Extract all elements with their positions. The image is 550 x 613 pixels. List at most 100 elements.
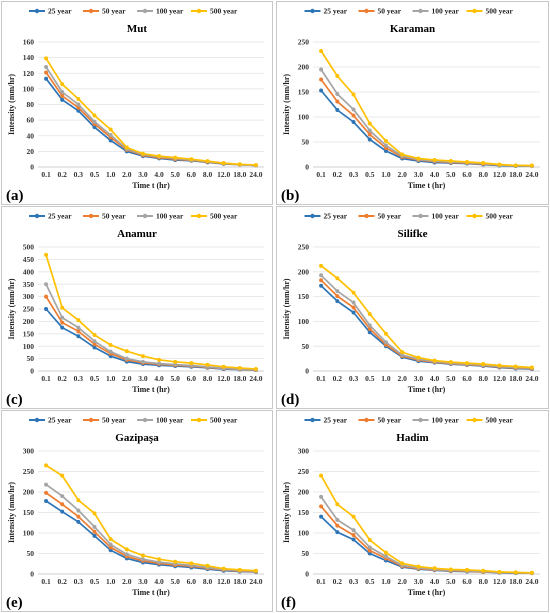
- x-tick-label: 0.5: [90, 374, 100, 383]
- y-tick-label: 150: [298, 88, 310, 97]
- data-point: [124, 145, 129, 150]
- data-point: [44, 482, 49, 487]
- data-point: [529, 570, 534, 575]
- x-tick-label: 18.0: [509, 374, 522, 383]
- data-point: [44, 307, 49, 311]
- y-tick-label: 200: [298, 267, 310, 276]
- y-axis-label: Intensity (mm/hr): [7, 482, 16, 543]
- legend-label-2: 100 year: [432, 212, 460, 221]
- x-tick-label: 1.0: [381, 374, 391, 383]
- chart-title: Anamur: [117, 228, 157, 240]
- data-point: [92, 345, 97, 350]
- legend-label-1: 50 year: [102, 212, 126, 221]
- data-point: [367, 132, 372, 137]
- x-tick-label: 0.2: [333, 577, 343, 586]
- legend-marker-3: [196, 8, 202, 14]
- y-tick-label: 150: [23, 329, 35, 338]
- x-axis-label: Time t (hr): [408, 385, 446, 394]
- data-point: [448, 159, 453, 163]
- data-point: [60, 82, 65, 87]
- legend-marker-2: [418, 213, 423, 219]
- x-tick-label: 3.0: [138, 170, 148, 179]
- data-point: [92, 339, 97, 344]
- data-point: [351, 537, 356, 542]
- legend-label-0: 25 year: [48, 212, 72, 221]
- x-tick-label: 24.0: [249, 577, 262, 586]
- series-line-100-year: [45, 283, 256, 371]
- data-point: [60, 320, 65, 325]
- x-tick-label: 0.2: [333, 374, 343, 383]
- y-tick-label: 80: [27, 100, 35, 109]
- legend-marker-0: [310, 8, 315, 14]
- x-tick-label: 24.0: [249, 374, 262, 383]
- data-point: [432, 566, 437, 571]
- data-point: [319, 283, 324, 288]
- x-tick-label: 4.0: [430, 374, 440, 383]
- y-tick-label: 0: [30, 570, 34, 579]
- y-tick-label: 120: [23, 69, 35, 78]
- legend: 25 year 50 year 100 year 500 year: [304, 212, 513, 221]
- legend-marker-2: [418, 417, 423, 423]
- x-tick-label: 24.0: [525, 577, 538, 586]
- data-point: [44, 499, 49, 504]
- chart-svg-b: 25 year 50 year 100 year 500 year Karaman 0 50…: [281, 7, 540, 204]
- data-point: [92, 113, 97, 118]
- data-point: [92, 533, 97, 538]
- data-point: [76, 514, 81, 519]
- y-tick-label: 0: [30, 367, 34, 376]
- legend-marker-1: [364, 8, 369, 14]
- data-point: [108, 548, 113, 553]
- x-tick-label: 4.0: [154, 577, 164, 586]
- x-tick-label: 12.0: [493, 170, 506, 179]
- data-point: [76, 334, 81, 339]
- x-tick-label: 2.0: [397, 577, 407, 586]
- data-point: [497, 162, 502, 167]
- data-point: [92, 524, 97, 529]
- data-point: [60, 502, 65, 507]
- y-tick-label: 300: [23, 447, 35, 456]
- legend: 25 year 50 year 100 year 500 year: [29, 212, 238, 221]
- data-point: [92, 125, 97, 130]
- data-point: [60, 97, 65, 102]
- data-point: [253, 367, 258, 372]
- chart-panel-f: 25 year 50 year 100 year 500 year Hadim 0 50 10…: [276, 410, 549, 612]
- series-line-500-year: [320, 265, 532, 369]
- series-line-25-year: [320, 515, 532, 575]
- data-point: [44, 463, 49, 468]
- x-tick-label: 8.0: [479, 374, 489, 383]
- x-tick-label: 4.0: [430, 577, 440, 586]
- data-point: [335, 523, 340, 528]
- x-tick-label: 12.0: [493, 374, 506, 383]
- legend-marker-0: [34, 213, 40, 219]
- data-point: [157, 357, 162, 362]
- y-tick-label: 200: [23, 317, 35, 326]
- series-line-500-year: [320, 475, 532, 574]
- data-point: [44, 252, 49, 257]
- panel-label: (d): [281, 392, 299, 408]
- data-point: [140, 151, 145, 156]
- panel-label: (b): [281, 188, 299, 204]
- series-line-50-year: [45, 492, 256, 573]
- data-point: [124, 552, 129, 557]
- x-tick-label: 0.1: [316, 170, 326, 179]
- data-point: [367, 326, 372, 331]
- x-tick-label: 6.0: [462, 577, 472, 586]
- legend-label-3: 500 year: [210, 212, 238, 221]
- data-point: [465, 361, 470, 366]
- data-point: [351, 305, 356, 310]
- data-point: [76, 329, 81, 334]
- data-point: [221, 364, 226, 369]
- x-tick-label: 5.0: [446, 577, 456, 586]
- data-point: [351, 514, 356, 519]
- chart-title: Hadim: [396, 432, 428, 444]
- y-axis-label: Intensity (mm/hr): [282, 482, 291, 543]
- legend-marker-3: [196, 213, 202, 219]
- x-tick-label: 8.0: [479, 170, 489, 179]
- legend-marker-0: [310, 417, 315, 423]
- y-tick-label: 0: [30, 163, 34, 172]
- data-point: [60, 90, 65, 94]
- y-tick-label: 50: [302, 138, 310, 147]
- data-point: [108, 132, 113, 137]
- y-tick-label: 0: [305, 570, 309, 579]
- data-point: [400, 353, 405, 358]
